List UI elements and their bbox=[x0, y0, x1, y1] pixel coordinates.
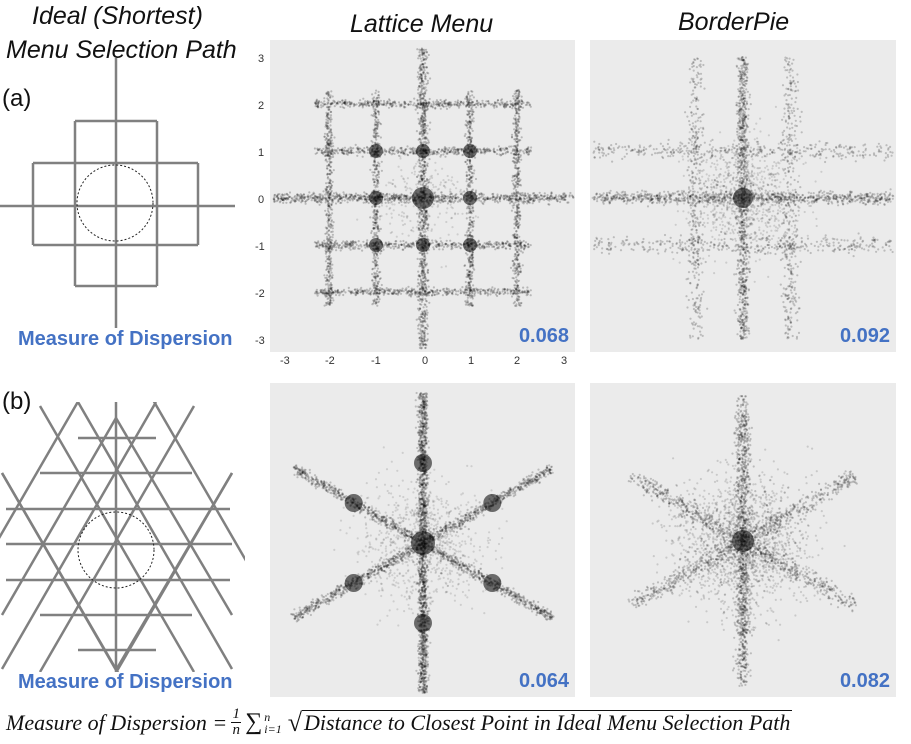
row-a-label: (a) bbox=[2, 85, 32, 112]
y-tick: 3 bbox=[258, 53, 265, 65]
ideal-path-header-line2: Menu Selection Path bbox=[6, 36, 237, 64]
formula-sum-symbol: ∑ bbox=[245, 709, 263, 735]
x-tick: -2 bbox=[325, 355, 335, 367]
formula-lhs: Measure of Dispersion = bbox=[6, 709, 228, 735]
lattice-triangular-scatter-plot: 0.064 bbox=[270, 383, 575, 697]
y-tick: 2 bbox=[258, 100, 265, 112]
dispersion-formula: Measure of Dispersion = 1 n ∑ n i=1 √ Di… bbox=[6, 706, 793, 738]
ideal-path-header-line1: Ideal (Shortest) bbox=[32, 2, 203, 30]
formula-sum-upper: n bbox=[264, 709, 271, 724]
ideal-triangular-lattice-diagram bbox=[0, 402, 245, 672]
lattice-menu-header: Lattice Menu bbox=[350, 10, 494, 38]
formula-sqrt-symbol: √ bbox=[287, 707, 303, 737]
lattice-triangular-dispersion-value: 0.064 bbox=[518, 670, 569, 692]
formula-sum-lower: i=1 bbox=[264, 721, 282, 736]
y-tick: -2 bbox=[255, 288, 265, 300]
row-b-label: (b) bbox=[2, 388, 32, 415]
row-a-dispersion-label: Measure of Dispersion bbox=[18, 328, 233, 350]
x-tick: 0 bbox=[422, 355, 429, 367]
ideal-square-lattice-diagram bbox=[0, 58, 235, 328]
y-tick: 0 bbox=[258, 194, 265, 206]
formula-numerator: 1 bbox=[232, 706, 240, 722]
y-tick: -1 bbox=[255, 241, 265, 253]
borderpie-square-scatter-plot: 0.092 bbox=[590, 40, 896, 352]
x-tick: -1 bbox=[371, 355, 381, 367]
formula-radicand: Distance to Closest Point in Ideal Menu … bbox=[302, 710, 793, 735]
formula-denominator: n bbox=[232, 722, 240, 738]
x-tick: -3 bbox=[280, 355, 290, 367]
x-tick: 2 bbox=[514, 355, 521, 367]
borderpie-triangular-dispersion-value: 0.082 bbox=[839, 670, 890, 692]
lattice-square-dispersion-value: 0.068 bbox=[518, 325, 569, 347]
borderpie-header: BorderPie bbox=[678, 8, 790, 36]
x-tick: 1 bbox=[468, 355, 475, 367]
formula-fraction: 1 n bbox=[231, 706, 242, 738]
y-tick: -3 bbox=[255, 335, 265, 347]
formula-sum: ∑ n i=1 bbox=[245, 709, 282, 736]
row-b-dispersion-label: Measure of Dispersion bbox=[18, 671, 233, 693]
lattice-square-scatter-plot: 0.068 bbox=[270, 40, 575, 352]
y-tick: 1 bbox=[258, 147, 265, 159]
borderpie-triangular-scatter-plot: 0.082 bbox=[590, 383, 896, 697]
x-tick: 3 bbox=[561, 355, 568, 367]
borderpie-square-dispersion-value: 0.092 bbox=[839, 325, 890, 347]
